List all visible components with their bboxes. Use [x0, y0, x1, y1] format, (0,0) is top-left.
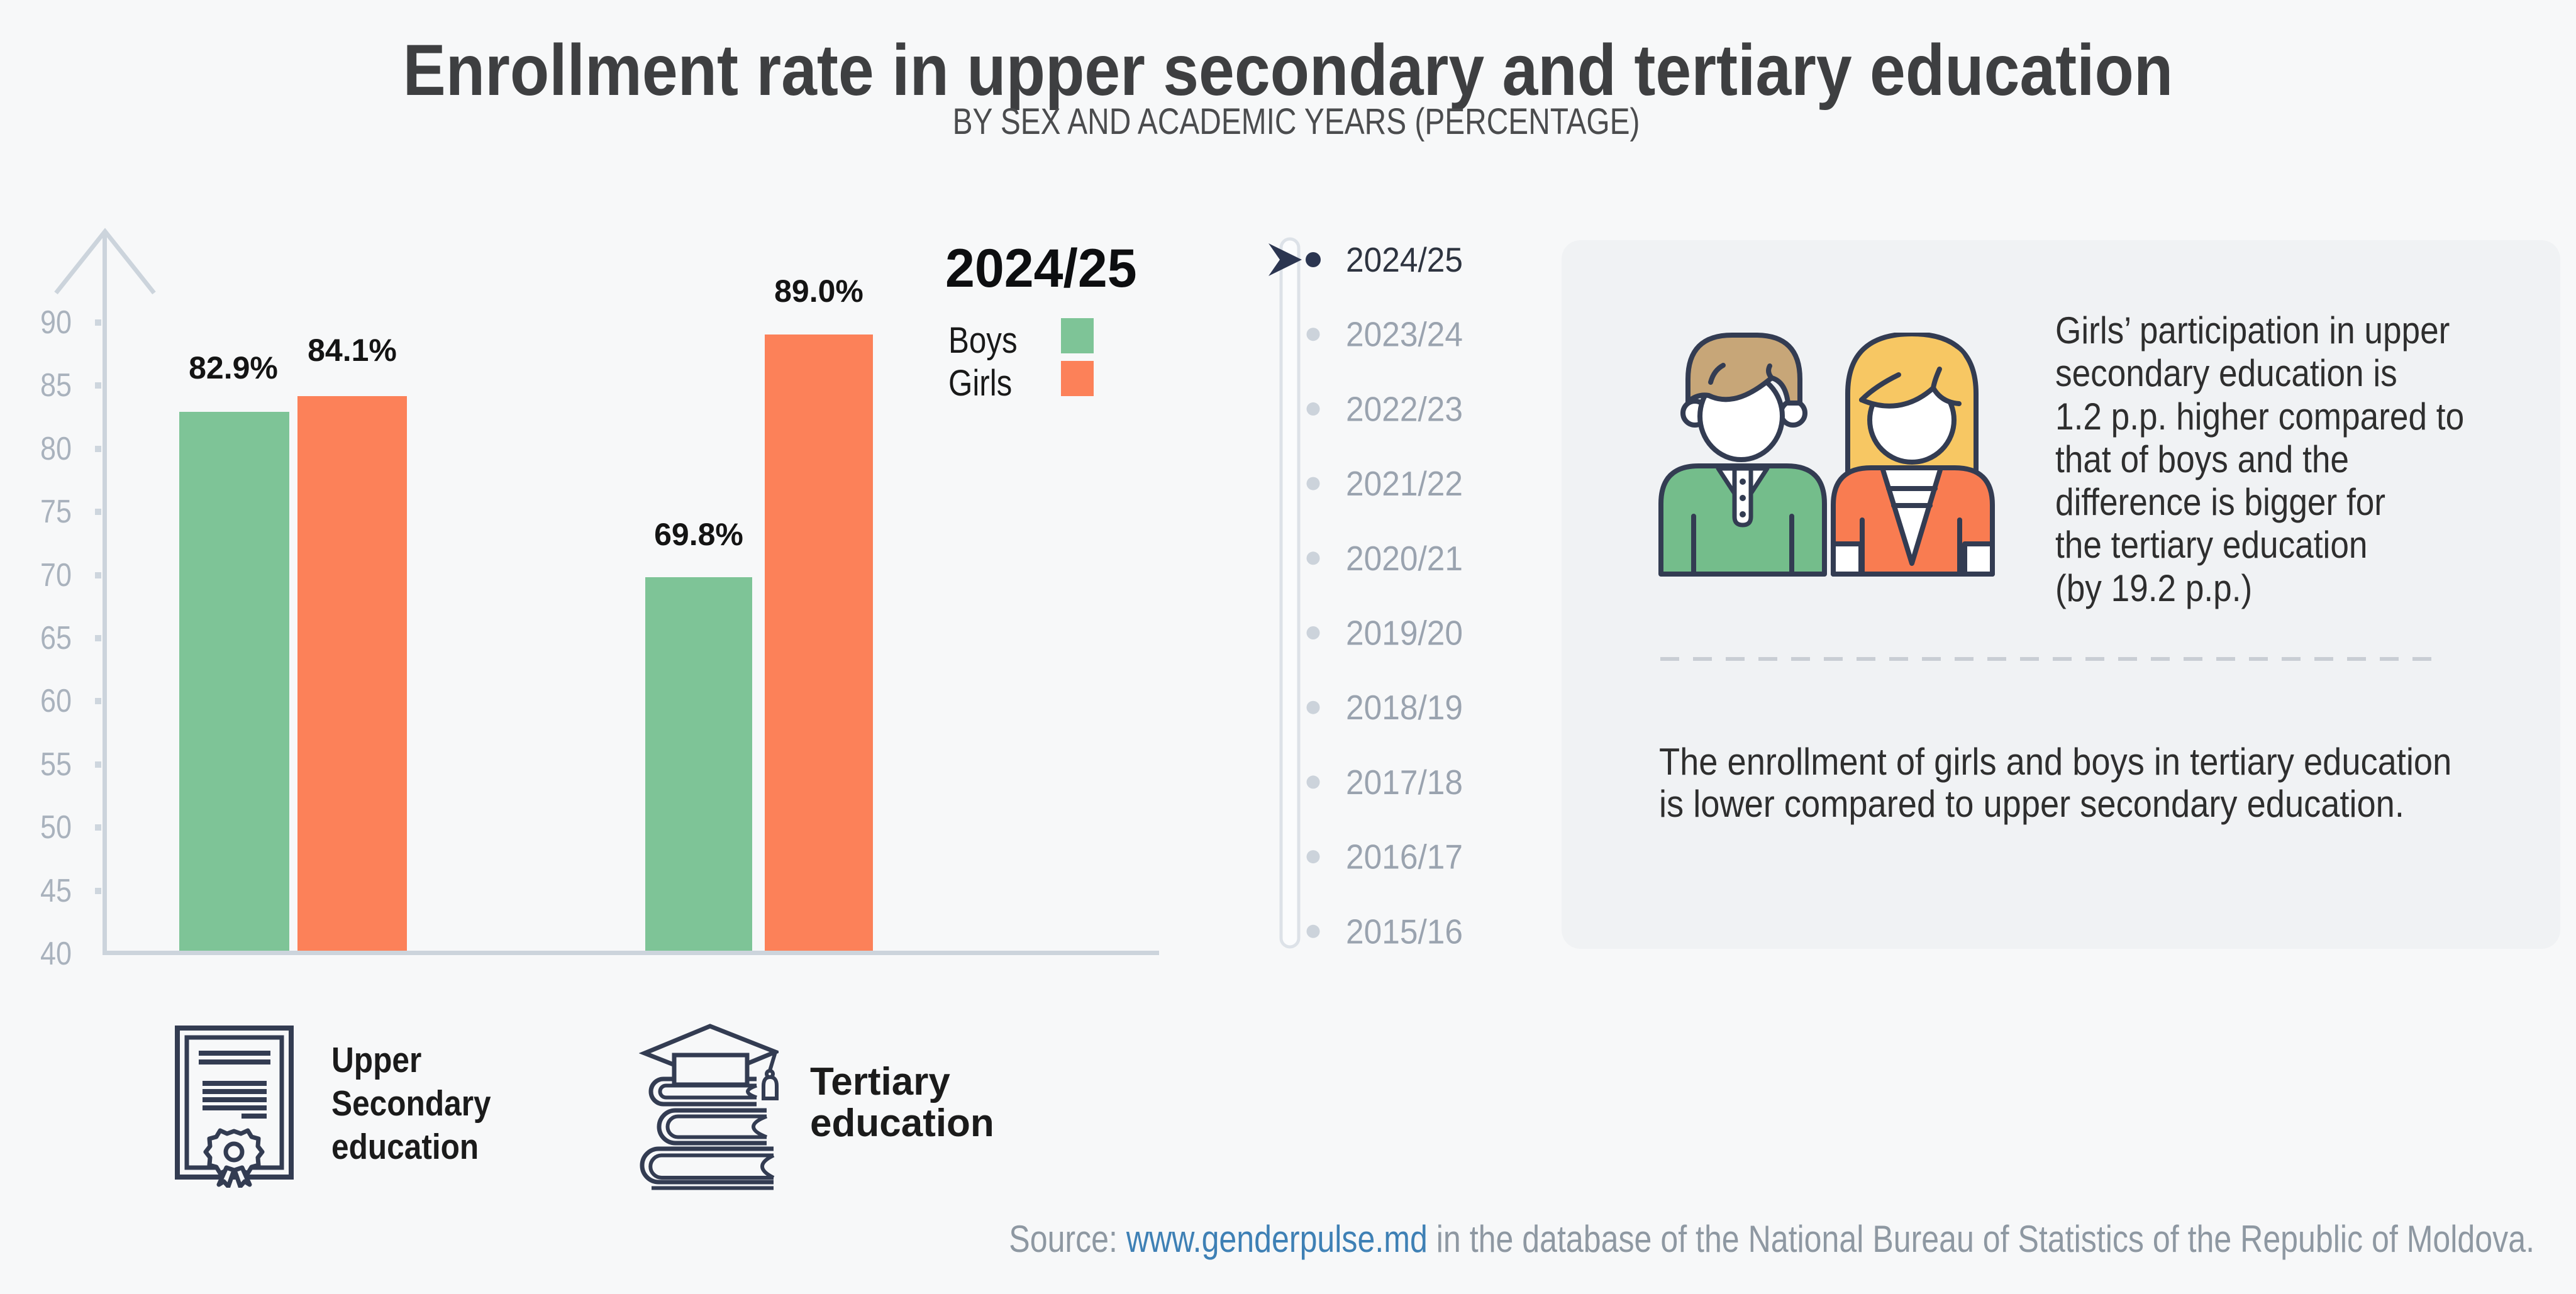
svg-text:2015/16: 2015/16 [1346, 912, 1463, 951]
svg-text:75: 75 [40, 494, 72, 530]
svg-text:2021/22: 2021/22 [1346, 464, 1463, 503]
svg-text:60: 60 [40, 683, 72, 719]
svg-text:2016/17: 2016/17 [1346, 838, 1463, 876]
svg-text:45: 45 [40, 873, 72, 909]
svg-text:69.8%: 69.8% [654, 517, 743, 552]
svg-text:82.9%: 82.9% [189, 350, 278, 385]
svg-text:80: 80 [40, 431, 72, 467]
svg-text:55: 55 [40, 746, 72, 783]
svg-text:85: 85 [40, 367, 72, 404]
svg-text:70: 70 [40, 557, 72, 594]
svg-text:2019/20: 2019/20 [1346, 614, 1463, 653]
svg-text:2018/19: 2018/19 [1346, 688, 1463, 727]
svg-text:90: 90 [40, 304, 72, 341]
svg-text:40: 40 [40, 936, 72, 972]
svg-text:2022/23: 2022/23 [1346, 389, 1463, 428]
svg-text:2017/18: 2017/18 [1346, 763, 1463, 802]
svg-text:89.0%: 89.0% [774, 274, 863, 309]
svg-text:84.1%: 84.1% [308, 333, 397, 368]
svg-text:2023/24: 2023/24 [1346, 315, 1463, 354]
svg-text:2020/21: 2020/21 [1346, 539, 1463, 578]
svg-text:65: 65 [40, 620, 72, 656]
svg-text:50: 50 [40, 809, 72, 846]
svg-text:2024/25: 2024/25 [1346, 240, 1463, 279]
